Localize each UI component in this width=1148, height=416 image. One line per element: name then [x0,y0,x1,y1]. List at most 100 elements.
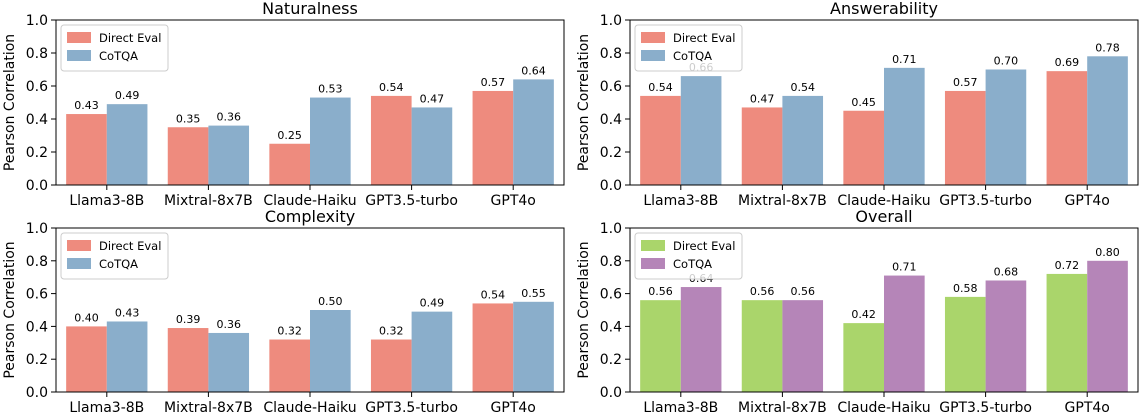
y-tick-label: 0.2 [600,352,622,368]
y-tick-label: 0.4 [600,112,622,128]
x-tick-label: GPT3.5-turbo [365,193,458,209]
bar [843,110,884,185]
axes-frame [55,19,565,186]
x-tick-label: Llama3-8B [69,400,144,416]
bar [843,323,884,392]
x-tick-label: GPT3.5-turbo [939,193,1032,209]
x-tick-label: GPT4o [1065,400,1110,416]
data-label: 0.80 [1095,246,1120,259]
legend-label: Direct Eval [673,239,735,253]
data-label: 0.53 [318,83,343,96]
y-tick-label: 1.0 [26,221,48,237]
data-label: 0.72 [1055,259,1080,272]
axes-frame [629,227,1139,393]
chart-title: Naturalness [262,0,358,18]
data-label: 0.43 [74,99,99,112]
data-label: 0.71 [892,53,917,66]
data-label: 0.68 [994,265,1019,278]
x-tick-label: Llama3-8B [643,193,718,209]
bar [106,104,148,185]
y-tick-label: 0.0 [600,385,622,401]
chart-overall: 0.0 0.2 0.4 0.6 0.8 1.0 0.56 0.56 0.42 0.58 0.72 0.… [576,207,1139,416]
data-label: 0.54 [481,288,506,301]
x-tick-label: Mixtral-8x7B [738,400,827,416]
chart-title: Complexity [265,207,355,226]
data-label: 0.47 [750,92,775,105]
x-tick-label: Mixtral-8x7B [164,400,253,416]
x-tick-label: Claude-Haiku [837,193,930,209]
bar [680,76,722,185]
bar [167,328,209,392]
y-tick-label: 0.6 [600,287,622,303]
data-label: 0.58 [953,282,978,295]
bar [66,114,107,185]
bar [411,311,453,392]
y-tick-label: 0.2 [26,145,48,161]
y-tick-label: 0.8 [26,254,48,270]
legend-swatch [67,32,91,43]
y-tick-label: 0.8 [600,254,622,270]
data-label: 0.47 [420,92,445,105]
chart-complexity: 0.0 0.2 0.4 0.6 0.8 1.0 0.40 0.39 0.32 0.32 0.54 0.… [2,207,565,416]
legend-label: CoTQA [673,49,712,63]
bar [310,310,351,392]
bar [1046,71,1088,185]
bar [782,300,824,392]
bar [782,95,824,185]
x-tick-label: GPT4o [1065,193,1110,209]
legend-label: Direct Eval [99,31,161,45]
x-tick-label: Llama3-8B [69,193,144,209]
legend-swatch [67,258,91,269]
chart-title: Answerability [830,0,938,18]
bar [741,107,783,185]
data-label: 0.49 [115,89,140,102]
y-tick-label: 0.0 [26,178,48,194]
x-tick-label: Claude-Haiku [263,193,356,209]
legend-label: CoTQA [99,49,138,63]
data-label: 0.36 [216,318,241,331]
bar [985,280,1027,392]
bar [944,296,986,392]
data-label: 0.56 [790,285,815,298]
bar [208,125,250,185]
bar [472,90,514,185]
bar [640,300,681,392]
legend-swatch [641,240,665,251]
chart-title: Overall [855,207,912,226]
data-label: 0.32 [277,325,302,338]
bar [66,326,107,392]
bar [513,301,554,392]
bar [680,287,722,392]
y-tick-label: 0.4 [600,319,622,335]
bar [370,95,412,185]
axes-frame [629,19,1139,186]
chart-naturalness: 0.0 0.2 0.4 0.6 0.8 1.0 0.43 0.35 0.25 0.54 0.57 0.… [2,0,565,209]
data-label: 0.64 [521,64,546,77]
x-tick-label: GPT4o [491,400,536,416]
x-tick-label: Llama3-8B [643,400,718,416]
bar [1087,56,1128,185]
y-tick-label: 1.0 [600,13,622,29]
data-label: 0.45 [851,96,876,109]
data-label: 0.50 [318,295,343,308]
legend-swatch [641,50,665,61]
y-tick-label: 0.8 [26,46,48,62]
data-label: 0.40 [74,311,99,324]
bar [472,303,514,392]
bar [944,90,986,185]
bar [741,300,783,392]
data-label: 0.78 [1095,41,1120,54]
data-label: 0.57 [953,76,978,89]
bar [640,95,681,185]
bar [370,339,412,392]
legend-label: Direct Eval [99,239,161,253]
y-axis-label: Pearson Correlation [2,34,18,171]
y-axis-label: Pearson Correlation [2,241,18,378]
bar [269,143,310,185]
y-tick-label: 0.2 [600,145,622,161]
y-tick-label: 0.6 [26,79,48,95]
y-axis-label: Pearson Correlation [576,34,592,171]
data-label: 0.69 [1055,56,1080,69]
y-tick-label: 0.0 [600,178,622,194]
